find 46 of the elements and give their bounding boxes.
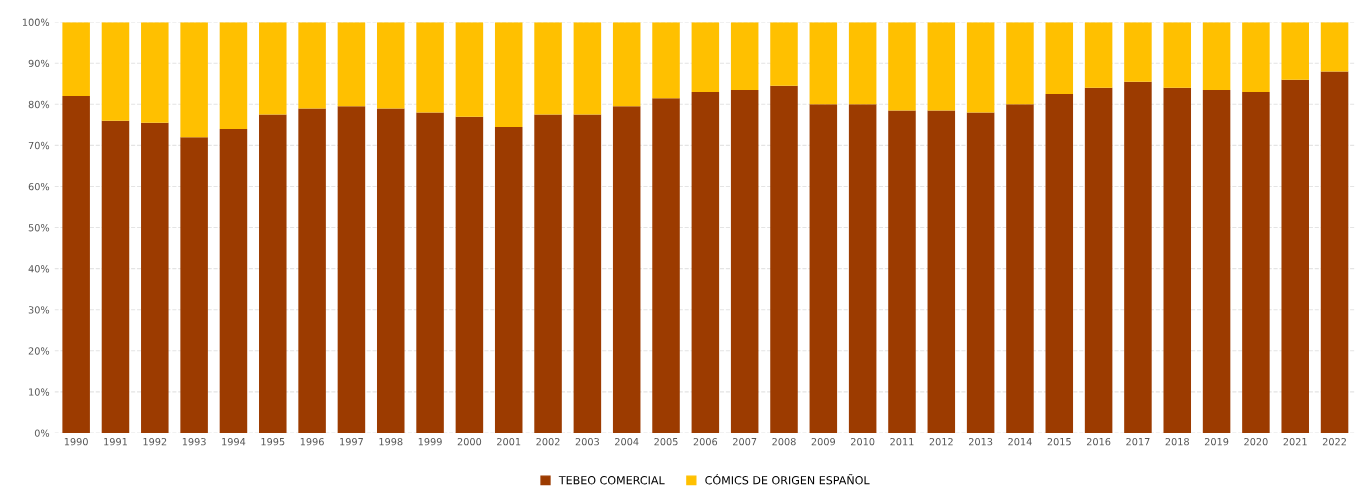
y-tick-label: 40%: [28, 265, 50, 273]
x-tick-label: 2002: [536, 437, 560, 446]
x-tick-label: 2005: [654, 437, 678, 446]
y-tick-label: 100%: [22, 18, 50, 26]
x-tick-label: 2018: [1165, 437, 1189, 446]
x-tick-label: 2001: [497, 437, 521, 446]
x-tick-label: 2004: [615, 437, 639, 446]
x-tick-label: 2020: [1244, 437, 1268, 446]
x-tick-label: 1997: [340, 437, 363, 446]
y-tick-label: 10%: [29, 388, 50, 396]
x-tick-label: 1992: [143, 437, 167, 446]
x-tick-label: 2017: [1126, 437, 1150, 446]
x-tick-label: 2014: [1008, 437, 1032, 446]
x-tick-label: 1994: [222, 437, 246, 446]
x-tick-label: 1999: [418, 437, 442, 446]
x-tick-label: 2022: [1322, 437, 1346, 446]
x-tick-label: 2003: [575, 437, 599, 446]
x-tick-label: 2006: [693, 437, 718, 446]
x-tick-label: 2000: [457, 437, 482, 446]
x-tick-label: 1996: [300, 437, 324, 446]
y-tick-label: 70%: [28, 141, 50, 150]
x-tick-label: 1998: [379, 437, 403, 446]
x-tick-label: 2021: [1283, 437, 1307, 446]
x-tick-label: 1993: [182, 437, 206, 446]
y-tick-label: 60%: [28, 182, 50, 191]
y-tick-label: 30%: [28, 306, 50, 314]
y-tick-label: 50%: [28, 224, 50, 232]
x-tick-label: 2007: [733, 437, 757, 446]
x-tick-label: 2016: [1086, 437, 1111, 446]
x-tick-label: 2008: [772, 437, 796, 446]
x-tick-label: 2011: [890, 437, 914, 446]
x-tick-label: 2010: [850, 437, 875, 446]
x-tick-label: 1991: [104, 437, 127, 446]
x-tick-label: 2012: [929, 437, 953, 446]
x-tick-label: 1995: [261, 437, 285, 446]
legend-label: CÓMICS DE ORIGEN ESPAÑOL: [705, 473, 870, 485]
y-tick-label: 90%: [28, 59, 50, 68]
y-tick-label: 0%: [34, 429, 50, 437]
y-tick-label: 80%: [28, 100, 50, 109]
x-tick-label: 2019: [1204, 437, 1229, 446]
x-tick-label: 2013: [968, 437, 993, 446]
x-tick-label: 2015: [1047, 437, 1071, 446]
y-tick-label: 20%: [28, 347, 50, 355]
x-tick-label: 2009: [811, 437, 836, 446]
legend-label: TEBEO COMERCIAL: [558, 476, 665, 485]
x-tick-label: 1990: [64, 437, 88, 446]
